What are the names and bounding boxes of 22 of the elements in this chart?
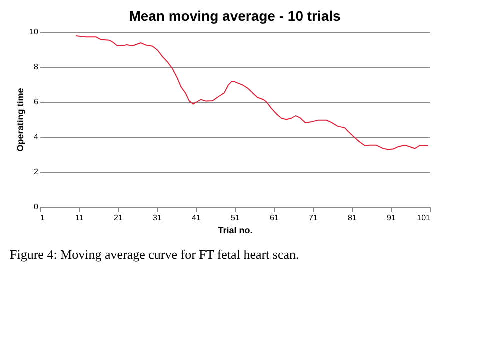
x-tick-label: 31 — [153, 214, 162, 222]
y-tick-label: 4 — [34, 132, 40, 142]
y-tick-label: 8 — [34, 62, 40, 72]
x-tick-label: 51 — [231, 214, 240, 222]
x-tick-label: 91 — [387, 214, 396, 222]
y-tick-label: 6 — [34, 98, 40, 106]
y-tick-label: 2 — [34, 168, 40, 176]
caption: Figure 4: Moving average curve for FT fetal heart scan. — [10, 247, 300, 262]
line-series — [75, 36, 429, 150]
x-axis-title: Trial no. — [218, 226, 253, 236]
chart-title: Mean moving average - 10 trials — [129, 8, 342, 24]
x-tick-label: 1 — [40, 214, 46, 222]
y-tick-label: 10 — [30, 28, 40, 36]
x-tick-label: 101 — [417, 214, 432, 222]
x-tick-label: 81 — [348, 214, 358, 222]
x-tick-label: 21 — [114, 214, 124, 222]
x-tick-label: 61 — [270, 214, 280, 222]
y-tick-label: 0 — [34, 202, 40, 212]
y-axis-title: Operating time — [16, 88, 26, 152]
x-tick-label: 41 — [192, 214, 202, 222]
x-tick-label: 11 — [75, 214, 84, 222]
x-tick-label: 71 — [309, 214, 318, 222]
